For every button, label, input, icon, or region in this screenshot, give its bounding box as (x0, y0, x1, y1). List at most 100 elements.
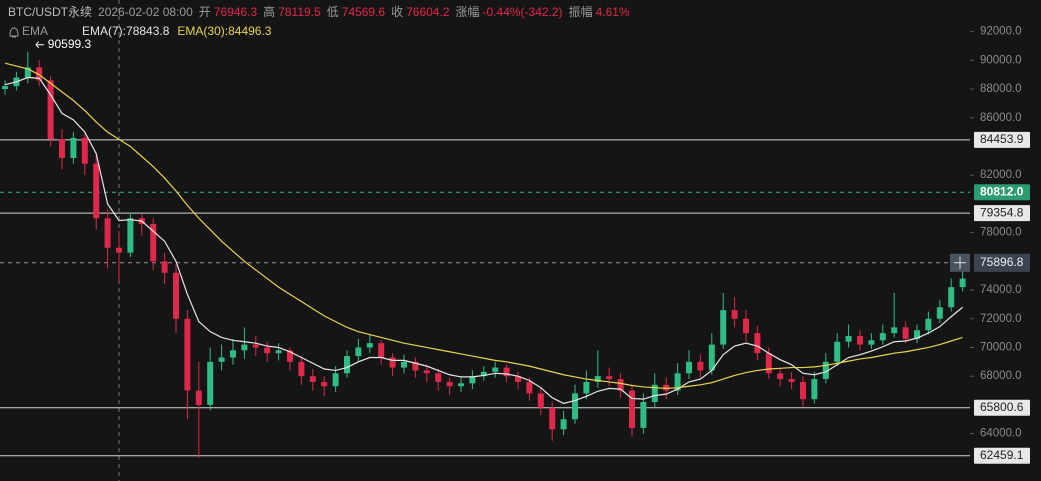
candle-body (332, 373, 339, 387)
candle-body (948, 287, 955, 308)
candle-body (344, 356, 350, 374)
candle-body (355, 347, 362, 357)
header: BTC/USDT永续 2026-02-02 08:00 开 76946.3 高 78119… (8, 4, 630, 38)
candle-body (731, 310, 738, 319)
y-tick-label: 64000.0 (980, 428, 1022, 440)
candle-body (720, 310, 727, 345)
candle-body (822, 361, 829, 380)
candle-body (800, 381, 806, 400)
candle-body (47, 80, 54, 140)
price-label-box (974, 131, 1030, 148)
indicator-bar: EMA EMA(7):78843.8 EMA(30):84496.3 (9, 24, 272, 38)
candle-body (572, 393, 578, 420)
candle-body (2, 86, 8, 90)
candle-body (275, 350, 282, 354)
candle-body (845, 335, 852, 342)
arrow-icon (35, 41, 44, 49)
y-tick-label: 82000.0 (980, 169, 1022, 181)
ema-line (4, 62, 963, 389)
header-text: 84496.3 (228, 24, 272, 38)
candle-body (70, 137, 77, 158)
candle-body (606, 376, 613, 380)
candle-body (834, 341, 841, 362)
candle-body (401, 361, 407, 368)
header-text: EMA(7): (82, 24, 126, 38)
legend: EMA(7):78843.8 EMA(30):84496.3 (82, 24, 272, 38)
candle-body (663, 384, 670, 391)
candle-body (24, 67, 31, 78)
header-text: 74569.6 (342, 5, 386, 19)
candle-body (378, 343, 385, 358)
candle-body (936, 307, 943, 319)
header-text: BTC/USDT永续 (8, 5, 92, 19)
candle-body (480, 371, 487, 377)
high-marker: 90599.3 (48, 37, 92, 51)
header-text: 涨幅 (456, 4, 480, 19)
candle-body (583, 381, 590, 394)
price-label: 84453.9 (980, 132, 1024, 146)
header-text: 高 (263, 4, 275, 19)
price-label: 62459.1 (980, 448, 1024, 462)
header-text: 76604.2 (406, 5, 450, 19)
alert-label: 80812.0 (980, 184, 1024, 198)
candle-body (36, 67, 43, 81)
candle-body (891, 327, 898, 334)
candle-body (116, 247, 122, 253)
candle-body (298, 361, 305, 377)
y-tick-label: 74000.0 (980, 284, 1022, 296)
y-tick-label: 90000.0 (980, 54, 1022, 66)
header-text: EMA(30): (177, 24, 228, 38)
current-price-label: 75896.8 (980, 255, 1024, 269)
candle-body (617, 379, 624, 391)
header-text: 2026-02-02 08:00 (98, 5, 193, 19)
candle-body (549, 407, 556, 430)
header-line: BTC/USDT永续 2026-02-02 08:00 开 76946.3 高 78119… (8, 4, 630, 19)
bell-icon (9, 27, 19, 38)
candle-body (777, 373, 784, 380)
header-text: 76946.3 (214, 5, 258, 19)
candle-body (526, 381, 533, 394)
header-text: 78119.5 (278, 5, 321, 19)
candle-body (195, 390, 202, 405)
candle-body (321, 381, 328, 387)
candle-body (925, 318, 932, 331)
candle-body (902, 327, 909, 339)
price-label: 65800.6 (980, 400, 1024, 414)
candle-body (184, 318, 191, 391)
candle-body (218, 357, 225, 362)
candle-body (366, 343, 373, 348)
candle-body (754, 333, 761, 354)
y-tick-label: 68000.0 (980, 370, 1022, 382)
candle-body (743, 318, 749, 334)
header-text: 开 (199, 5, 211, 19)
y-tick-label: 88000.0 (980, 83, 1022, 95)
candle-body (309, 376, 316, 382)
candle-body (697, 361, 704, 371)
candle-body (458, 383, 464, 387)
ema-line (4, 76, 963, 405)
price-label-box (974, 205, 1030, 222)
header-text: 振幅 (569, 4, 593, 19)
candle-body (81, 137, 88, 164)
candle-body (857, 335, 863, 345)
header-text: 收 (391, 5, 403, 19)
header-text: 4.61% (596, 5, 630, 19)
candle-body (389, 357, 396, 368)
header-text: -0.44%(-342.2) (483, 5, 563, 19)
candle-body (173, 272, 179, 319)
candle-body (594, 376, 601, 382)
candle-body (161, 261, 168, 273)
candle-body (640, 402, 647, 428)
current-price-box (974, 253, 1030, 272)
candle-body (423, 370, 430, 374)
y-tick-label: 72000.0 (980, 313, 1022, 325)
header-text: 低 (327, 5, 339, 19)
price-label-box (974, 447, 1030, 464)
candle-body (629, 390, 635, 428)
y-tick-label: 70000.0 (980, 341, 1022, 353)
candle-body (515, 376, 521, 382)
candle-body (492, 367, 499, 372)
alert-label-box (974, 184, 1030, 201)
